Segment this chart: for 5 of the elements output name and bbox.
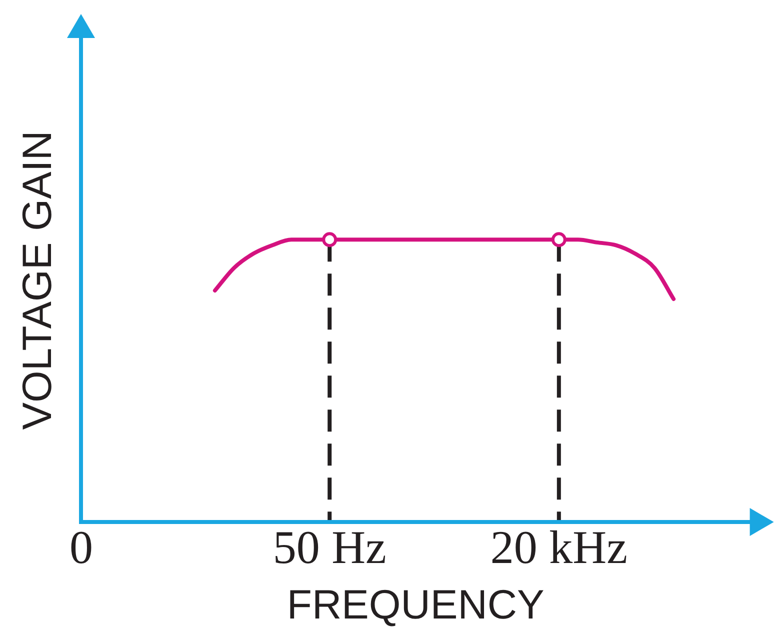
x-tick-label: 0 [69,522,93,574]
x-tick-label: 50 Hz [272,522,386,574]
x-tick-label: 20 kHz [490,522,628,574]
y-axis-title: VOLTAGE GAIN [14,130,60,430]
x-axis-title: FREQUENCY [286,582,544,628]
